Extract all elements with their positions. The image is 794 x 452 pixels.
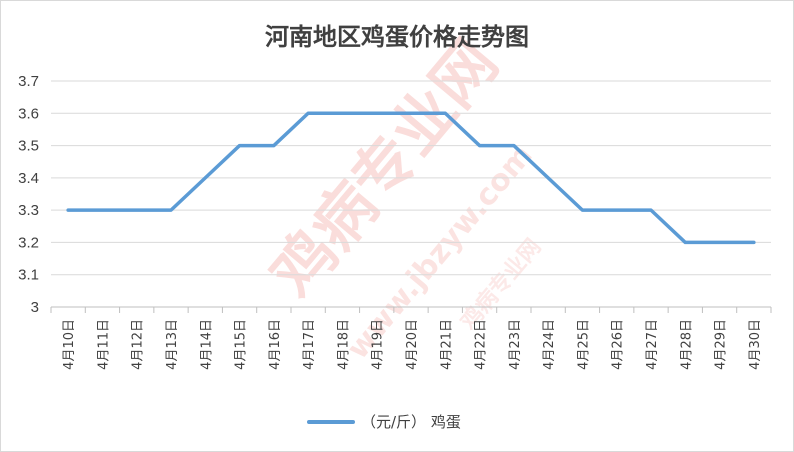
y-tick-label: 3.5 xyxy=(18,138,39,155)
x-tick-label: 4月17日 xyxy=(302,319,317,370)
legend-label: （元/斤） 鸡蛋 xyxy=(361,413,461,431)
y-axis-ticks: 3 3.1 3.2 3.3 3.4 3.5 3.6 3.7 xyxy=(18,73,39,316)
y-tick-label: 3.2 xyxy=(18,234,39,251)
y-tick-label: 3 xyxy=(31,299,39,316)
x-tick-label: 4月30日 xyxy=(748,319,763,370)
x-tick-label: 4月28日 xyxy=(679,319,694,370)
x-tick-label: 4月29日 xyxy=(714,319,729,370)
x-tick-label: 4月19日 xyxy=(371,319,386,370)
y-tick-label: 3.1 xyxy=(18,267,39,284)
x-tick-label: 4月26日 xyxy=(611,319,626,370)
x-axis-ticks: 4月10日 4月11日 4月12日 4月13日 4月14日 4月15日 4月16日 4月17日… xyxy=(62,319,763,370)
x-tick-label: 4月21日 xyxy=(439,319,454,370)
y-tick-label: 3.6 xyxy=(18,105,39,122)
x-tick-label: 4月22日 xyxy=(474,319,489,370)
series-layer xyxy=(66,111,756,245)
x-tick-label: 4月23日 xyxy=(508,319,523,370)
x-tick-label: 4月15日 xyxy=(234,319,249,370)
y-tick-label: 3.4 xyxy=(18,170,39,187)
x-tick-label: 4月13日 xyxy=(165,319,180,370)
x-tick-label: 4月12日 xyxy=(131,319,146,370)
x-tick-label: 4月24日 xyxy=(542,319,557,370)
x-tick-label: 4月27日 xyxy=(645,319,660,370)
legend: （元/斤） 鸡蛋 xyxy=(307,413,461,431)
y-tick-label: 3.3 xyxy=(18,202,39,219)
x-tick-label: 4月10日 xyxy=(62,319,77,370)
x-tick-label: 4月18日 xyxy=(336,319,351,370)
watermark-main-text: 鸡病专业网 xyxy=(257,26,512,310)
watermark-small-text: 鸡病专业网 xyxy=(455,234,546,336)
x-axis xyxy=(50,306,772,313)
chart-title: 河南地区鸡蛋价格走势图 xyxy=(265,22,529,51)
x-tick-label: 4月25日 xyxy=(576,319,591,370)
x-tick-label: 4月16日 xyxy=(268,319,283,370)
x-tick-label: 4月20日 xyxy=(405,319,420,370)
x-tick-label: 4月14日 xyxy=(199,319,214,370)
y-tick-label: 3.7 xyxy=(18,73,39,90)
x-tick-label: 4月11日 xyxy=(96,319,111,370)
